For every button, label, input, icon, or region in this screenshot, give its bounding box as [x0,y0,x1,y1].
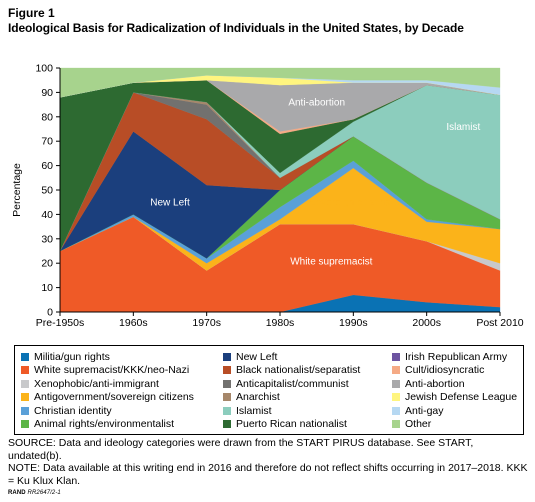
area-other [59,67,501,98]
legend-item-anti-abortion: Anti-abortion [392,378,465,390]
y-axis-label: Percentage [11,163,23,217]
legend-item-anticapitalist-communist: Anticapitalist/communist [223,378,349,390]
y-tick-label: 60 [41,160,53,172]
legend-swatch [21,353,29,361]
legend-label: Anti-abortion [405,377,465,390]
legend-swatch [223,420,231,428]
stacked-area-chart: 0 10 20 30 40 50 60 70 80 90 100 Pre-1950s 1960s 1970… [11,63,524,330]
legend-label: Puerto Rican nationalist [236,418,347,430]
legend-item-animal-rights-environmentalist: Animal rights/environmentalist [21,418,174,430]
x-tick-label: 1970s [192,317,221,329]
annotation-anti-abortion: Anti-abortion [288,98,345,109]
legend-item-new-left: New Left [223,351,277,363]
legend-item-white-supremacist-kkk-neo-nazi: White supremacist/KKK/neo-Nazi [21,364,189,376]
rand-code: RAND RR2647/2-1 [8,490,61,496]
legend-item-islamist: Islamist [223,405,272,417]
x-tick-label: Pre-1950s [36,317,84,329]
annotation-sovereign-citizens: Sovereign citizens [309,198,390,209]
source-note: SOURCE: Data and ideology categories wer… [8,437,474,462]
legend-item-anti-gay: Anti-gay [392,405,444,417]
legend-swatch [392,406,400,415]
legend-label: Anarchist [236,391,280,404]
legend-swatch [223,379,231,388]
legend-label: Xenophobic/anti-immigrant [34,377,159,390]
figure-title: Ideological Basis for Radicalization of … [8,21,464,35]
legend-label: New Left [236,351,278,363]
legend-swatch [392,366,400,375]
legend-item-christian-identity: Christian identity [21,405,112,417]
x-tick-label: 1980s [266,317,295,329]
legend-item-xenophobic-anti-immigrant: Xenophobic/anti-immigrant [21,378,159,390]
figure-label: Figure 1 [8,6,55,20]
legend-swatch [21,420,29,428]
rand-code-number: RR2647/2-1 [27,490,61,496]
legend-item-cult-idiosyncratic: Cult/idiosyncratic [392,364,484,376]
legend-label: Militia/gun rights [34,351,110,363]
y-tick-label: 0 [47,307,53,319]
legend-swatch [21,393,29,402]
legend-swatch [392,393,400,402]
legend-swatch [223,406,231,415]
notes: SOURCE: Data and ideology categories wer… [8,437,528,487]
legend-swatch [223,366,231,375]
legend-label: Anti-gay [405,404,444,417]
chart-annotations: New Left Anti-abortion Islamist Sovereign c… [150,98,480,268]
y-tick-label: 100 [35,63,53,75]
legend-item-anarchist: Anarchist [223,391,280,403]
legend-label: Animal rights/environmentalist [34,418,175,430]
legend-label: Other [405,418,432,430]
chart-areas [59,67,501,313]
legend-label: Irish Republican Army [405,351,508,363]
y-tick-label: 50 [41,185,53,197]
annotation-islamist: Islamist [446,122,480,133]
rand-code-label: RAND [8,490,26,496]
x-tick-label: Post 2010 [476,317,523,329]
chart-axes: 0 10 20 30 40 50 60 70 80 90 100 Pre-1950s 1960s 1970… [11,63,524,330]
y-tick-label: 30 [41,233,53,245]
legend-label: Cult/idiosyncratic [405,364,485,377]
legend-item-black-nationalist-separatist: Black nationalist/separatist [223,364,360,376]
legend-swatch [392,353,400,361]
legend-item-puerto-rican-nationalist: Puerto Rican nationalist [223,418,347,430]
legend-item-jewish-defense-league: Jewish Defense League [392,391,517,403]
legend-swatch [223,353,231,361]
legend-swatch [392,420,400,428]
legend-label: Christian identity [34,404,112,417]
y-tick-label: 90 [41,87,53,99]
annotation-new-left: New Left [150,198,190,209]
legend-label: Anticapitalist/communist [236,377,349,390]
legend-label: Black nationalist/separatist [236,364,361,377]
chart-legend: Militia/gun rights New Left Irish Republic… [14,345,524,435]
legend-label: Jewish Defense League [405,391,518,404]
y-tick-label: 80 [41,111,53,123]
y-tick-label: 20 [41,258,53,270]
y-tick-label: 10 [41,282,53,294]
x-tick-label: 1990s [339,317,368,329]
legend-swatch [223,393,231,402]
y-tick-label: 70 [41,136,53,148]
legend-swatch [21,379,29,388]
legend-item-other: Other [392,418,431,430]
legend-label: White supremacist/KKK/neo-Nazi [34,364,190,377]
legend-swatch [21,406,29,415]
legend-item-militia-gun-rights: Militia/gun rights [21,351,110,363]
legend-label: Antigovernment/sovereign citizens [34,391,194,404]
legend-label: Islamist [236,404,272,417]
legend-item-irish-republican-army: Irish Republican Army [392,351,507,363]
x-tick-label: 2000s [412,317,441,329]
annotation-white-supremacist: White supremacist [290,256,372,267]
note-text: NOTE: Data available at this writing end… [8,462,528,487]
x-tick-label: 1960s [119,317,148,329]
legend-swatch [392,379,400,388]
legend-swatch [21,366,29,375]
legend-item-antigovernment-sovereign-citizens: Antigovernment/sovereign citizens [21,391,194,403]
y-tick-label: 40 [41,209,53,221]
